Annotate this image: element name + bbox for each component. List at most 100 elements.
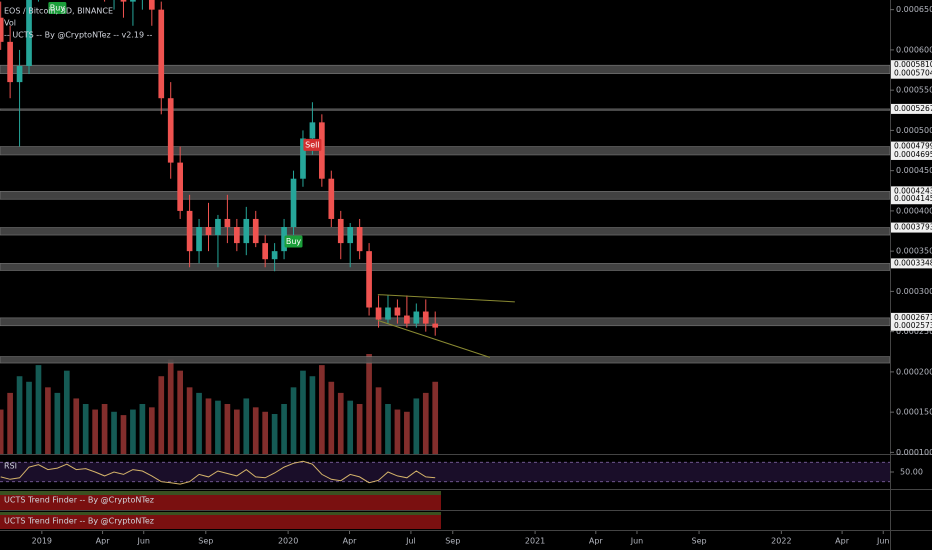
axes: 0.00065000 0.00060000 0.00055000 0.00050000…	[32, 5, 932, 546]
candle-body	[271, 251, 278, 260]
candle-body	[337, 218, 344, 244]
volume-bar	[319, 365, 325, 454]
trend-pane-label: UCTS Trend Finder -- By @CryptoNTez	[4, 496, 154, 505]
volume-bar	[111, 411, 117, 454]
sr-zone	[0, 356, 890, 364]
zone-price-box	[891, 258, 932, 269]
sr-zone	[0, 263, 890, 271]
volume-bar	[404, 411, 410, 454]
candle-body	[262, 243, 269, 260]
candle-body	[375, 307, 382, 320]
volume-bar	[234, 409, 240, 454]
candle-body	[432, 323, 439, 328]
rsi-tick-label: 50.00	[900, 468, 923, 477]
sr-zone	[0, 64, 890, 75]
signal-label: Buy	[286, 237, 302, 246]
zone-price-label: 0.00037930	[894, 223, 932, 232]
zone-price-box	[891, 60, 932, 71]
price-layer: Buy Buy Sell	[0, 0, 515, 358]
candle-body	[0, 17, 4, 42]
volume-bar	[120, 415, 127, 454]
zone-price-label: 0.00058100	[894, 60, 932, 69]
candle-body	[347, 227, 354, 244]
x-tick-label: Sep	[198, 537, 213, 546]
volume-bar	[309, 376, 316, 454]
volume-bar	[262, 411, 269, 454]
sr-zone	[0, 227, 890, 236]
zone-price-box	[891, 320, 932, 331]
y-tick-label: 0.00060000	[896, 45, 932, 54]
candle-body	[196, 227, 202, 252]
sr-zone	[0, 191, 890, 200]
x-tick-label: 2019	[32, 537, 52, 546]
zone-price-label: 0.00052670	[894, 104, 932, 113]
zone-price-label: 0.00026710	[894, 313, 932, 322]
trend-pane-stripe	[0, 512, 441, 515]
candle-body	[422, 311, 429, 324]
volume-bar	[196, 392, 202, 454]
y-tick-label: 0.00050000	[896, 126, 932, 135]
trendline	[377, 294, 515, 303]
volume-bar	[413, 398, 420, 454]
zone-price-box	[891, 149, 932, 160]
zone-price-box	[891, 222, 932, 233]
volume-bar	[7, 392, 13, 454]
zone-price-box	[891, 312, 932, 323]
volume-bar	[328, 381, 335, 454]
volume-bar	[63, 370, 70, 454]
zone-price-box	[891, 186, 932, 197]
volume-bar	[177, 370, 183, 454]
zone-price-label: 0.00042430	[894, 186, 932, 195]
candle-body	[366, 251, 372, 308]
candle-body	[394, 307, 401, 316]
rsi-layer	[0, 460, 890, 485]
x-tick-label: Sep	[692, 537, 707, 546]
volume-bar	[205, 398, 212, 454]
x-tick-label: Jul	[405, 537, 416, 546]
zone-price-box	[891, 194, 932, 205]
volume-bar	[186, 387, 193, 454]
y-tick-label: 0.00035000	[896, 247, 932, 256]
volume-bar	[73, 398, 80, 454]
volume-bar	[356, 404, 363, 454]
candle-body	[215, 218, 221, 236]
volume-bar	[92, 409, 98, 454]
candle-body	[148, 0, 155, 10]
volume-bar	[16, 376, 23, 454]
candle-body	[281, 227, 287, 252]
y-tick-label: 0.00045000	[896, 166, 932, 175]
volume-bar	[290, 387, 297, 454]
zone-price-label: 0.00041450	[894, 194, 932, 203]
candle-body	[26, 0, 32, 67]
volume-bar	[139, 404, 146, 454]
volume-bar	[130, 409, 136, 454]
y-tick-label: 0.00065000	[896, 5, 932, 14]
candle-body	[290, 178, 297, 227]
zones-layer	[0, 64, 890, 364]
volume-bar	[252, 407, 259, 454]
volume-bar	[101, 404, 108, 454]
sr-zone	[0, 317, 890, 327]
x-tick-label: Apr	[835, 537, 850, 546]
volume-bar	[375, 387, 382, 454]
volume-bar	[167, 359, 174, 454]
zone-price-label: 0.00047990	[894, 142, 932, 151]
zone-price-box	[891, 141, 932, 152]
zone-price-label: 0.00033480	[894, 258, 932, 267]
candle-body	[120, 0, 127, 2]
candle-body	[404, 315, 410, 324]
y-tick-label: 0.00055000	[896, 86, 932, 95]
candle-body	[309, 122, 316, 139]
candle-body	[300, 138, 306, 179]
volume-layer	[0, 354, 439, 454]
volume-bar	[0, 409, 4, 454]
candle-body	[167, 98, 174, 163]
y-tick-label: 0.00025000	[896, 327, 932, 336]
trend-pane-fill	[0, 512, 441, 529]
candle-body	[243, 218, 250, 244]
candle-body	[158, 9, 165, 99]
sr-zone	[0, 108, 890, 111]
